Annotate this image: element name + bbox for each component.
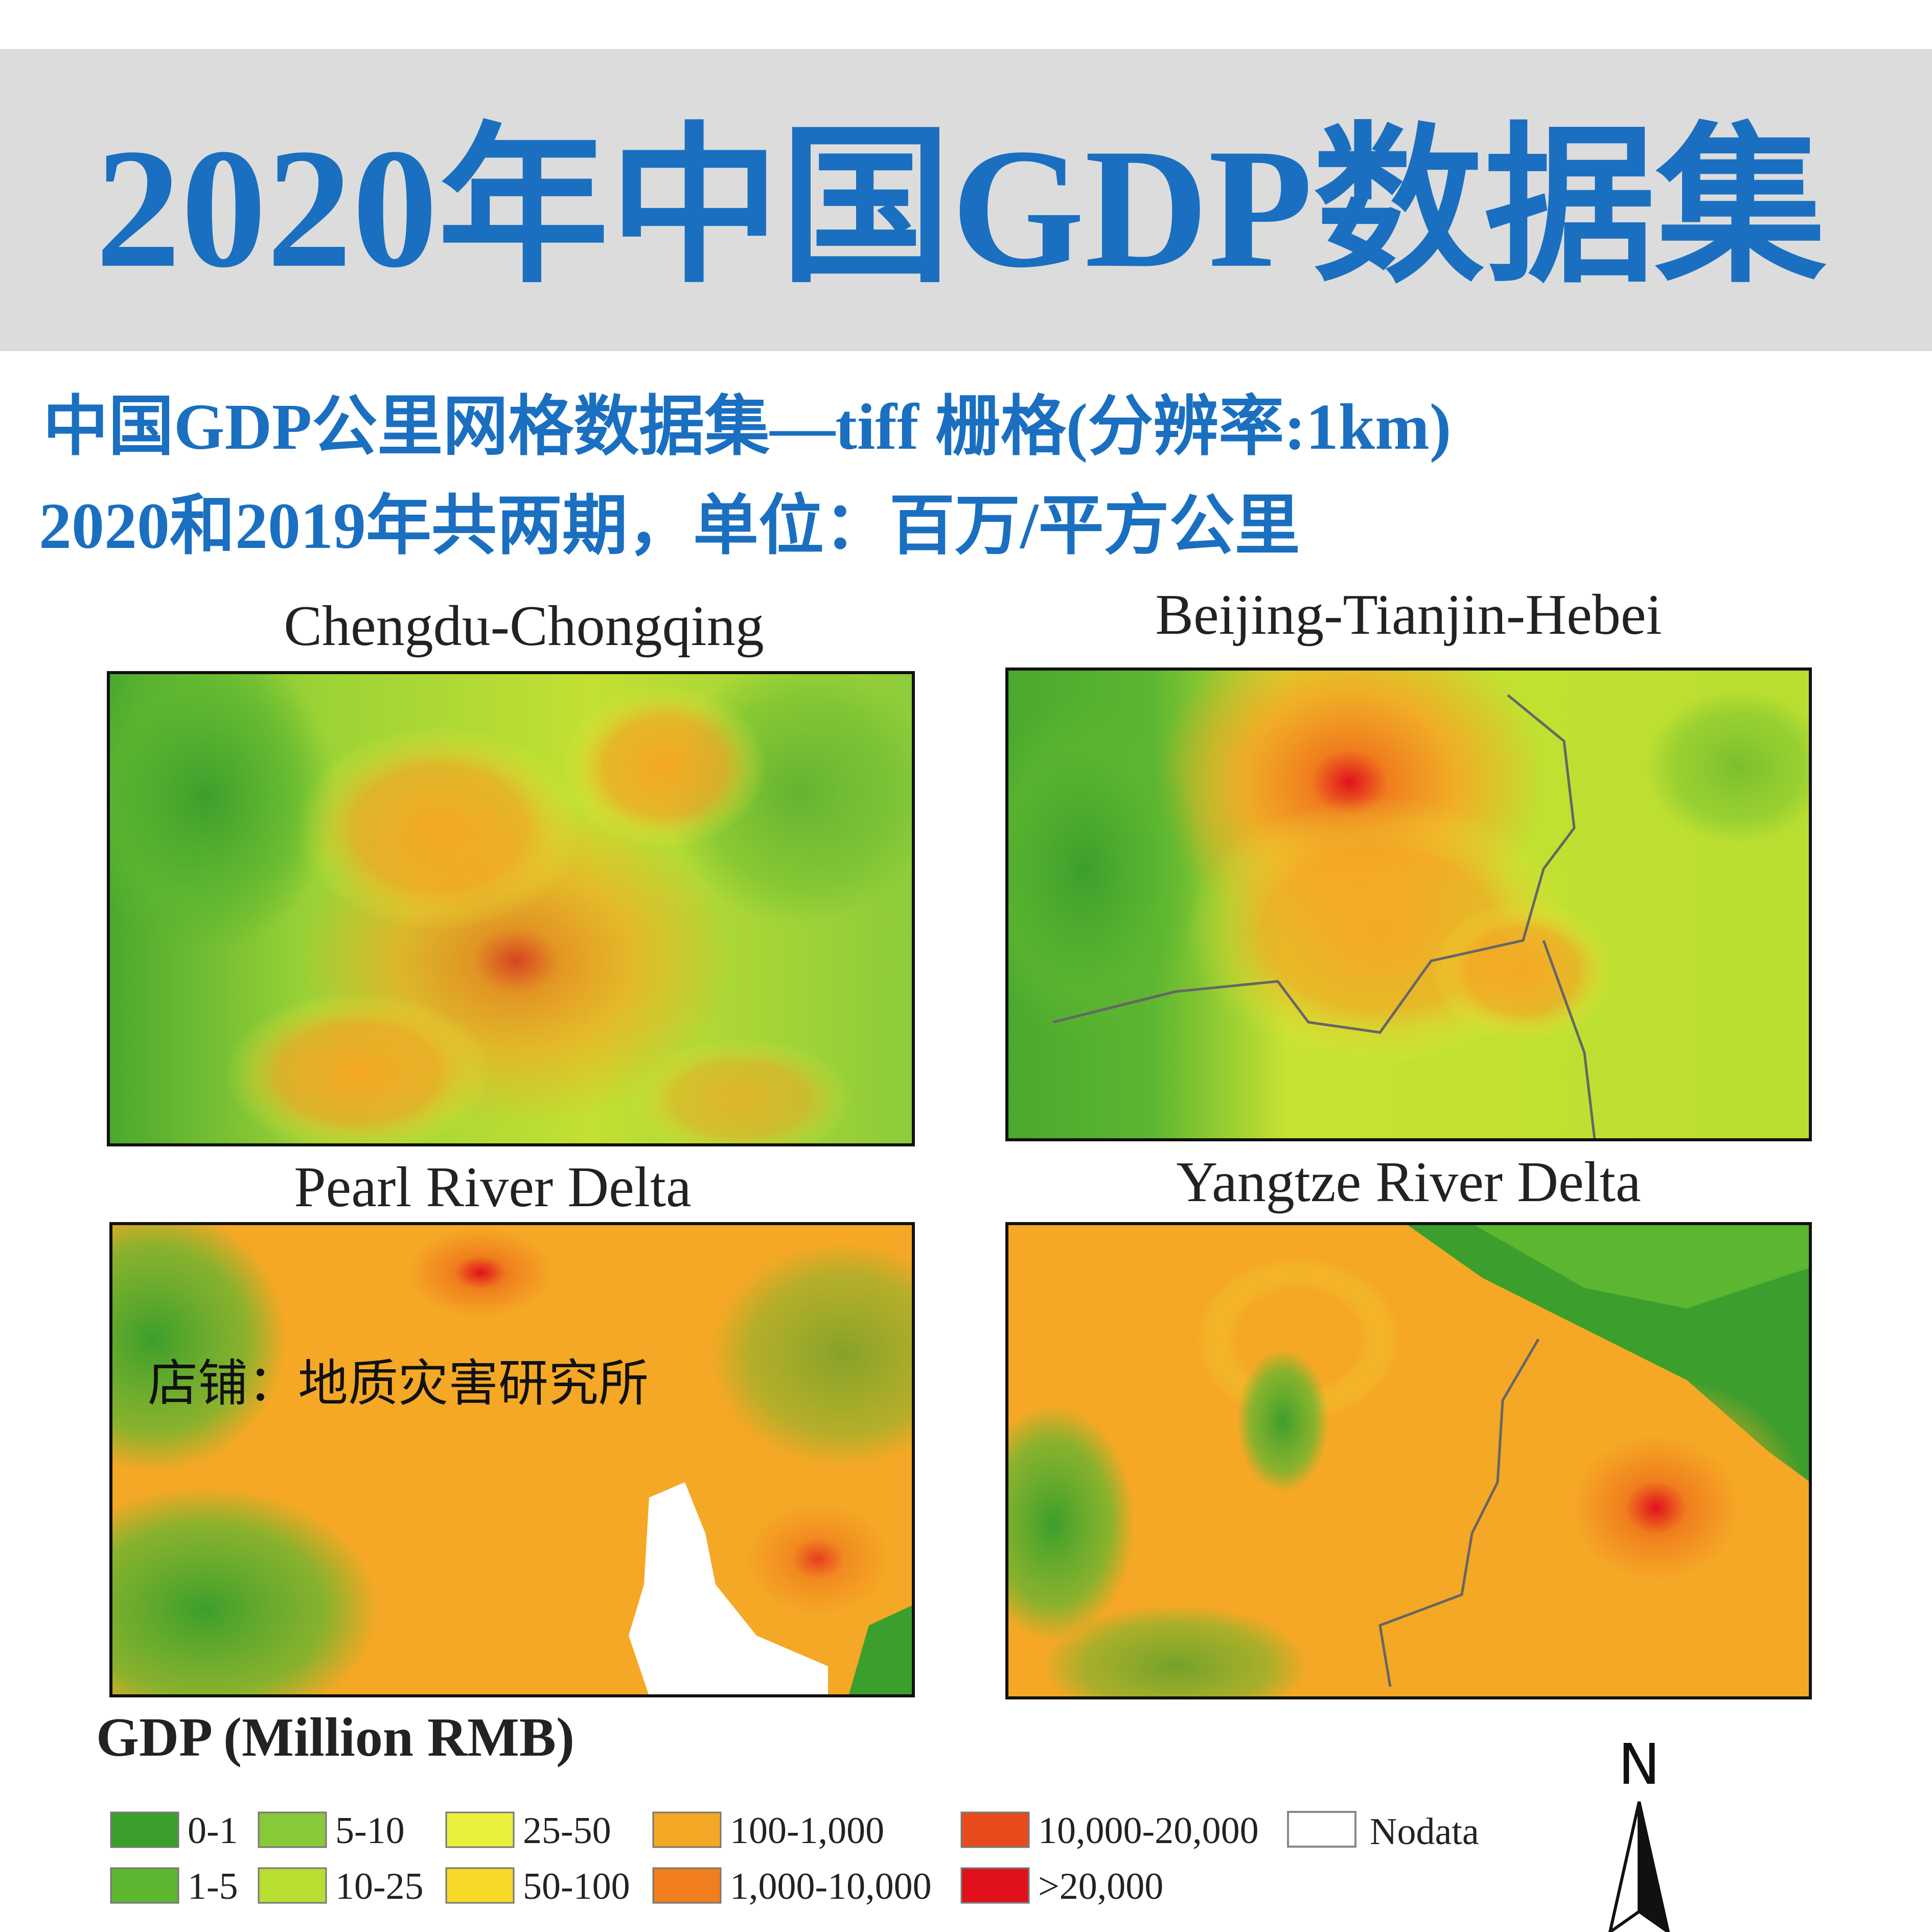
legend-swatch [652, 1811, 722, 1848]
legend-swatch [652, 1867, 722, 1904]
legend-label: 100-1,000 [730, 1810, 884, 1852]
map-panel [1005, 1222, 1812, 1699]
north-label: N [1618, 1732, 1660, 1797]
watermark: 店铺：地质灾害研究所 [148, 1354, 649, 1413]
legend-label: 1,000-10,000 [730, 1866, 932, 1907]
legend-swatch [258, 1811, 327, 1848]
legend-label: 10,000-20,000 [1038, 1810, 1259, 1852]
legend-swatch [445, 1811, 515, 1848]
subtitle: 2020和2019年共两期，单位：百万/平方公里 [39, 490, 1300, 562]
map-title: Chengdu-Chongqing [284, 594, 764, 658]
legend-label: 5-10 [335, 1810, 405, 1852]
legend-label: >20,000 [1038, 1866, 1163, 1907]
legend-swatch [258, 1867, 327, 1904]
legend-label: 50-100 [523, 1866, 630, 1907]
map-panel [107, 671, 915, 1146]
legend-title: GDP (Million RMB) [96, 1707, 574, 1768]
legend-swatch [445, 1867, 515, 1904]
map-title: Pearl River Delta [294, 1156, 692, 1219]
map-title: Beijing-Tianjin-Hebei [1155, 583, 1662, 647]
legend-swatch [1287, 1811, 1356, 1848]
legend-swatch [110, 1867, 179, 1904]
legend-label: 1-5 [188, 1866, 238, 1907]
subtitle: 中国GDP公里网格数据集—tiff 栅格(分辨率:1km) [43, 390, 1451, 463]
north-arrow [1608, 1801, 1670, 1932]
map-panel [1005, 668, 1812, 1141]
legend-swatch [960, 1867, 1030, 1904]
legend: 0-1 1-5 5-10 10-25 25-50 50-100 100-1,000 1,000… [110, 1810, 1259, 1907]
legend-label: 10-25 [335, 1866, 424, 1907]
legend-swatch [110, 1811, 179, 1848]
map-panel [109, 1222, 915, 1697]
map-title: Yangtze River Delta [1176, 1151, 1641, 1214]
legend-label: Nodata [1370, 1811, 1479, 1853]
legend-swatch [960, 1811, 1030, 1848]
title: 2020年中国GDP数据集 [95, 113, 1826, 303]
header-band [0, 49, 1932, 351]
legend-label: 0-1 [188, 1810, 238, 1852]
legend-label: 25-50 [523, 1810, 611, 1852]
